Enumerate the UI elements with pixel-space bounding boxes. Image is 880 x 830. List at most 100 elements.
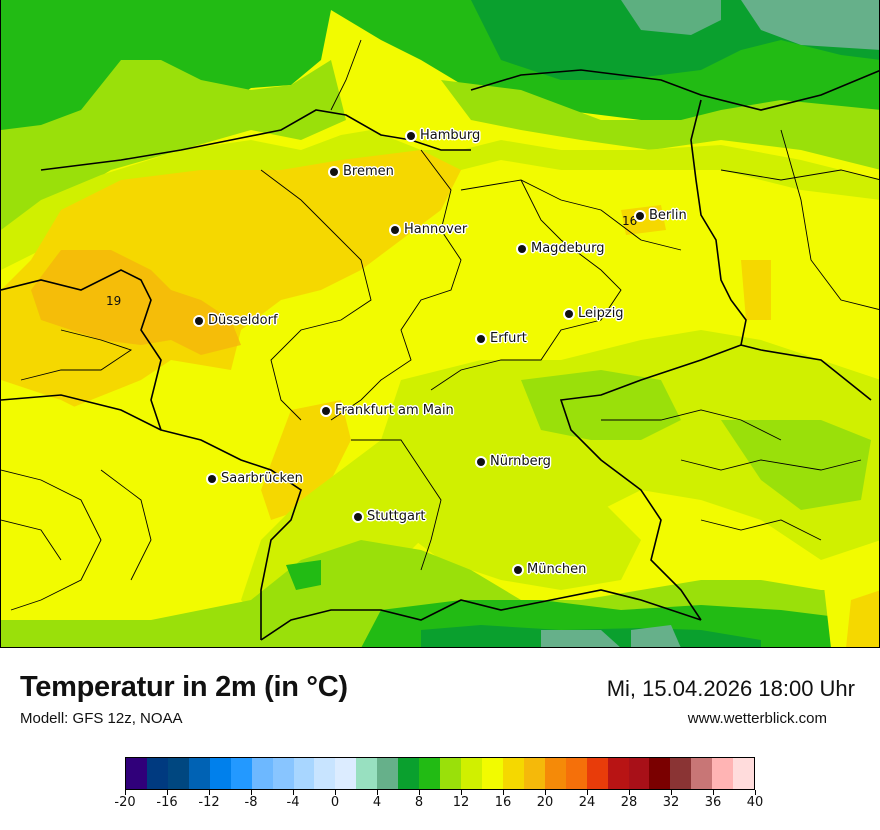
colorbar-cell bbox=[251, 758, 273, 789]
city-dot-icon bbox=[195, 316, 203, 325]
colorbar-cell bbox=[126, 758, 147, 789]
city-dot-icon bbox=[330, 167, 338, 176]
city-dot-icon bbox=[636, 211, 644, 220]
colorbar-cell bbox=[314, 758, 336, 789]
temperature-map: 19 16 Hamburg Bremen Hannover Berlin Mag… bbox=[0, 0, 880, 648]
city-dot-icon bbox=[565, 309, 573, 318]
city-marker-frankfurt: Frankfurt am Main bbox=[322, 403, 454, 418]
colorbar-cell bbox=[146, 758, 168, 789]
colorbar-cell bbox=[565, 758, 587, 789]
colorbar-tick bbox=[671, 790, 672, 795]
city-dot-icon bbox=[391, 225, 399, 234]
city-label: Saarbrücken bbox=[221, 471, 303, 486]
colorbar-tick bbox=[209, 790, 210, 795]
colorbar-cell bbox=[649, 758, 671, 789]
map-field bbox=[1, 0, 879, 647]
city-marker-leipzig: Leipzig bbox=[565, 306, 624, 321]
colorbar-tick bbox=[377, 790, 378, 795]
city-dot-icon bbox=[477, 457, 485, 466]
colorbar-cell bbox=[502, 758, 524, 789]
city-label: Stuttgart bbox=[367, 509, 426, 524]
colorbar-cell bbox=[293, 758, 315, 789]
colorbar-tick-label: -12 bbox=[198, 795, 220, 810]
city-dot-icon bbox=[322, 406, 330, 415]
colorbar-tick bbox=[167, 790, 168, 795]
colorbar-tick-label: 36 bbox=[704, 795, 722, 810]
colorbar-tick-label: 40 bbox=[746, 795, 764, 810]
colorbar-tick-label: 32 bbox=[662, 795, 680, 810]
city-marker-bremen: Bremen bbox=[330, 164, 394, 179]
city-dot-icon bbox=[208, 474, 216, 483]
colorbar-tick bbox=[419, 790, 420, 795]
colorbar-tick-label: -20 bbox=[114, 795, 136, 810]
colorbar-cell bbox=[209, 758, 231, 789]
colorbar-tick-label: 0 bbox=[330, 795, 340, 810]
website-link[interactable]: www.wetterblick.com bbox=[687, 710, 827, 727]
colorbar-tick bbox=[629, 790, 630, 795]
city-label: Bremen bbox=[343, 164, 394, 179]
city-dot-icon bbox=[354, 512, 362, 521]
value-label: 16 bbox=[622, 214, 638, 228]
city-dot-icon bbox=[514, 565, 522, 574]
colorbar-tick-label: 28 bbox=[620, 795, 638, 810]
colorbar-cell bbox=[167, 758, 189, 789]
colorbar-tick bbox=[251, 790, 252, 795]
colorbar-tick-label: 16 bbox=[494, 795, 512, 810]
colorbar-legend bbox=[125, 757, 755, 790]
colorbar-tick bbox=[755, 790, 756, 795]
colorbar-tick bbox=[713, 790, 714, 795]
city-label: München bbox=[527, 562, 587, 577]
colorbar-tick-label: 12 bbox=[452, 795, 470, 810]
colorbar-tick bbox=[545, 790, 546, 795]
colorbar-cell bbox=[272, 758, 294, 789]
colorbar-tick-label: 4 bbox=[372, 795, 382, 810]
colorbar-tick-label: -16 bbox=[156, 795, 178, 810]
city-label: Erfurt bbox=[490, 331, 527, 346]
city-label: Leipzig bbox=[578, 306, 624, 321]
model-info: Modell: GFS 12z, NOAA bbox=[20, 710, 183, 727]
colorbar-cell bbox=[691, 758, 713, 789]
colorbar-tick bbox=[503, 790, 504, 795]
city-marker-duesseldorf: Düsseldorf bbox=[195, 313, 278, 328]
city-marker-hannover: Hannover bbox=[391, 222, 467, 237]
colorbar-cell bbox=[733, 758, 755, 789]
city-label: Hannover bbox=[404, 222, 468, 237]
colorbar-tick bbox=[461, 790, 462, 795]
colorbar-cell bbox=[419, 758, 441, 789]
city-label: Magdeburg bbox=[531, 241, 605, 256]
colorbar-cell bbox=[607, 758, 629, 789]
colorbar-tick-label: 24 bbox=[578, 795, 596, 810]
colorbar-cell bbox=[544, 758, 566, 789]
colorbar-cell bbox=[586, 758, 608, 789]
city-dot-icon bbox=[477, 334, 485, 343]
colorbar-tick-label: -4 bbox=[286, 795, 300, 810]
colorbar-tick-label: -8 bbox=[244, 795, 258, 810]
colorbar-tick bbox=[587, 790, 588, 795]
map-title: Temperatur in 2m (in °C) bbox=[20, 671, 348, 703]
colorbar-cell bbox=[523, 758, 545, 789]
city-marker-muenchen: München bbox=[514, 562, 586, 577]
city-label: Nürnberg bbox=[490, 454, 551, 469]
colorbar-cell bbox=[461, 758, 482, 789]
city-marker-hamburg: Hamburg bbox=[407, 128, 480, 143]
colorbar-cell bbox=[712, 758, 734, 789]
colorbar-cell bbox=[356, 758, 378, 789]
colorbar-cell bbox=[335, 758, 357, 789]
city-label: Berlin bbox=[649, 208, 687, 223]
colorbar-cell bbox=[398, 758, 420, 789]
city-marker-berlin: Berlin bbox=[636, 208, 687, 223]
colorbar-tick-label: 8 bbox=[414, 795, 424, 810]
colorbar-cell bbox=[440, 758, 461, 789]
city-marker-erfurt: Erfurt bbox=[477, 331, 527, 346]
city-marker-stuttgart: Stuttgart bbox=[354, 509, 425, 524]
colorbar-cell bbox=[481, 758, 503, 789]
colorbar-cell bbox=[670, 758, 692, 789]
city-dot-icon bbox=[518, 244, 526, 253]
city-marker-nuernberg: Nürnberg bbox=[477, 454, 551, 469]
colorbar-cell bbox=[188, 758, 210, 789]
colorbar-cell bbox=[377, 758, 399, 789]
city-marker-magdeburg: Magdeburg bbox=[518, 241, 605, 256]
city-marker-saarbruecken: Saarbrücken bbox=[208, 471, 303, 486]
city-label: Hamburg bbox=[420, 128, 481, 143]
value-label: 19 bbox=[106, 294, 122, 308]
